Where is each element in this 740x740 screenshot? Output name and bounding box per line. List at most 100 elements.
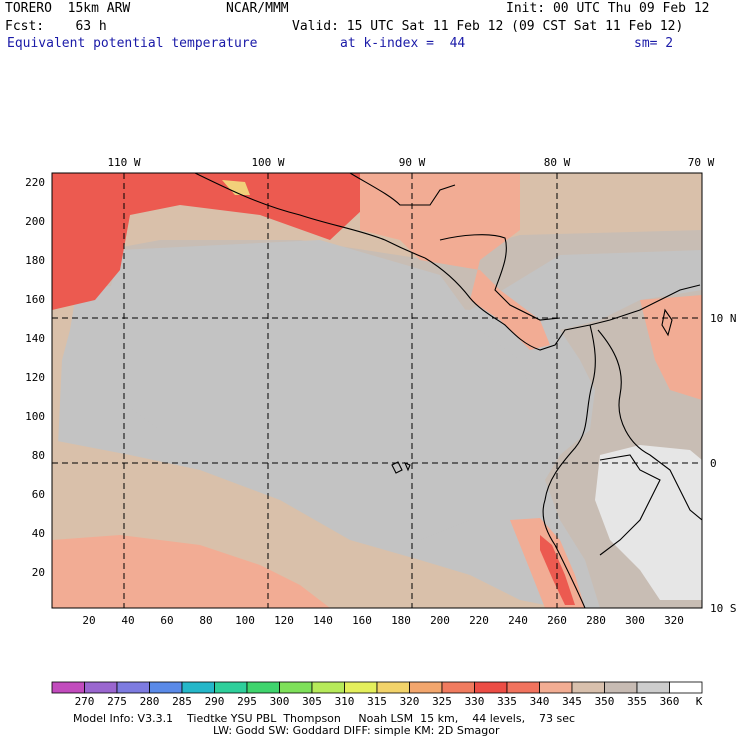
lake-maracaibo bbox=[661, 308, 673, 337]
grid-x-label: 240 bbox=[508, 614, 528, 627]
colorbar-swatch bbox=[214, 681, 248, 694]
colorbar-swatch bbox=[181, 681, 215, 694]
colorbar-unit: K bbox=[696, 695, 703, 708]
colorbar-label: 280 bbox=[140, 695, 160, 708]
coastline-caribbean bbox=[439, 234, 561, 321]
cool-land-amazon bbox=[595, 445, 702, 600]
colorbar bbox=[51, 681, 703, 694]
coastline-venezuela bbox=[609, 284, 701, 321]
grid-x-label: 140 bbox=[313, 614, 333, 627]
colorbar-swatch bbox=[604, 681, 638, 694]
grid-x-label: 60 bbox=[160, 614, 173, 627]
coastline-peru bbox=[554, 544, 586, 608]
grid-x-label: 200 bbox=[430, 614, 450, 627]
grid-y-label: 80 bbox=[32, 449, 45, 462]
colorbar-label: 335 bbox=[497, 695, 517, 708]
coastlines bbox=[194, 173, 702, 608]
grid-y-label: 60 bbox=[32, 488, 45, 501]
grid-x-label: 260 bbox=[547, 614, 567, 627]
red-peru-coast bbox=[540, 535, 575, 605]
gray-core-ocean bbox=[100, 240, 540, 540]
colorbar-label: 295 bbox=[237, 695, 257, 708]
grid-x-label: 80 bbox=[199, 614, 212, 627]
grid-x-label: 20 bbox=[82, 614, 95, 627]
colorbar-swatch bbox=[246, 681, 280, 694]
colorbar-swatch bbox=[636, 681, 670, 694]
map-frame bbox=[51, 172, 703, 609]
colorbar-label: 320 bbox=[400, 695, 420, 708]
colorbar-label: 350 bbox=[595, 695, 615, 708]
colorbar-swatch bbox=[51, 681, 85, 694]
colorbar-label: 310 bbox=[335, 695, 355, 708]
colorbar-swatch bbox=[344, 681, 378, 694]
smoothing-label: sm= 2 bbox=[634, 36, 674, 51]
colorbar-swatch bbox=[376, 681, 410, 694]
salmon-band-south bbox=[52, 535, 330, 608]
grid-y-label: 40 bbox=[32, 527, 45, 540]
colorbar-label: 345 bbox=[562, 695, 582, 708]
lon-label-80w: 80 W bbox=[544, 156, 571, 169]
grid-y-label: 220 bbox=[25, 176, 45, 189]
lon-label-110w: 110 W bbox=[107, 156, 140, 169]
colorbar-label: 355 bbox=[627, 695, 647, 708]
colorbar-label: 300 bbox=[270, 695, 290, 708]
hot-spot-mexico bbox=[222, 180, 250, 195]
center-name: NCAR/MMM bbox=[226, 1, 289, 16]
grid-x-label: 180 bbox=[391, 614, 411, 627]
colorbar-swatch bbox=[506, 681, 540, 694]
grid-x-label: 100 bbox=[235, 614, 255, 627]
lat-label-10s: 10 S bbox=[710, 602, 737, 615]
grid-x-label: 320 bbox=[664, 614, 684, 627]
grid-x-label: 120 bbox=[274, 614, 294, 627]
level-label: at k-index = 44 bbox=[340, 36, 466, 51]
colorbar-label: 360 bbox=[660, 695, 680, 708]
salmon-central-america bbox=[360, 173, 550, 350]
model-info-line2: LW: Godd SW: Goddard DIFF: simple KM: 2D… bbox=[213, 724, 500, 737]
colorbar-label: 270 bbox=[75, 695, 95, 708]
colorbar-label: 285 bbox=[172, 695, 192, 708]
lat-label-0: 0 bbox=[710, 457, 717, 470]
peach-band-west bbox=[52, 290, 75, 450]
lon-label-70w: 70 W bbox=[688, 156, 715, 169]
border-brazil bbox=[599, 454, 661, 556]
graticule bbox=[52, 173, 702, 608]
colorbar-label: 315 bbox=[367, 695, 387, 708]
init-time: Init: 00 UTC Thu 09 Feb 12 bbox=[506, 1, 710, 16]
left-grid-labels: 220 200 180 160 140 120 100 80 60 40 20 bbox=[25, 176, 45, 579]
grid-x-label: 160 bbox=[352, 614, 372, 627]
grid-y-label: 180 bbox=[25, 254, 45, 267]
colorbar-swatch bbox=[539, 681, 573, 694]
colorbar-swatch bbox=[441, 681, 475, 694]
grid-y-label: 160 bbox=[25, 293, 45, 306]
salmon-venezuela bbox=[640, 295, 702, 400]
colorbar-labels: 270 275 280 285 290 295 300 305 310 315 320 325 330 3… bbox=[75, 695, 680, 708]
colorbar-swatch bbox=[84, 681, 118, 694]
colorbar-swatch bbox=[279, 681, 313, 694]
lat-label-10n: 10 N bbox=[710, 312, 737, 325]
grid-x-label: 40 bbox=[121, 614, 134, 627]
colorbar-swatch bbox=[149, 681, 183, 694]
colorbar-swatch bbox=[311, 681, 345, 694]
colorbar-swatch bbox=[474, 681, 508, 694]
grid-y-label: 140 bbox=[25, 332, 45, 345]
colorbar-label: 330 bbox=[465, 695, 485, 708]
model-info-line1: Model Info: V3.3.1 Tiedtke YSU PBL Thomp… bbox=[73, 712, 576, 725]
colorbar-label: 325 bbox=[432, 695, 452, 708]
colorbar-label: 275 bbox=[107, 695, 127, 708]
colorbar-swatch bbox=[669, 681, 703, 694]
coastline-gulf bbox=[349, 173, 456, 206]
bottom-grid-labels: 20 40 60 80 100 120 140 160 180 200 220 … bbox=[82, 614, 684, 627]
grid-x-label: 300 bbox=[625, 614, 645, 627]
grid-y-label: 20 bbox=[32, 566, 45, 579]
model-name: TORERO 15km ARW bbox=[5, 1, 131, 16]
grid-y-label: 200 bbox=[25, 215, 45, 228]
colorbar-label: 340 bbox=[530, 695, 550, 708]
border-andes bbox=[597, 329, 702, 521]
coastline-central-america bbox=[424, 257, 611, 351]
grid-y-label: 100 bbox=[25, 410, 45, 423]
colorbar-label: 305 bbox=[302, 695, 322, 708]
colorbar-label: 290 bbox=[205, 695, 225, 708]
lon-label-90w: 90 W bbox=[399, 156, 426, 169]
coastline-colombia bbox=[542, 324, 596, 546]
